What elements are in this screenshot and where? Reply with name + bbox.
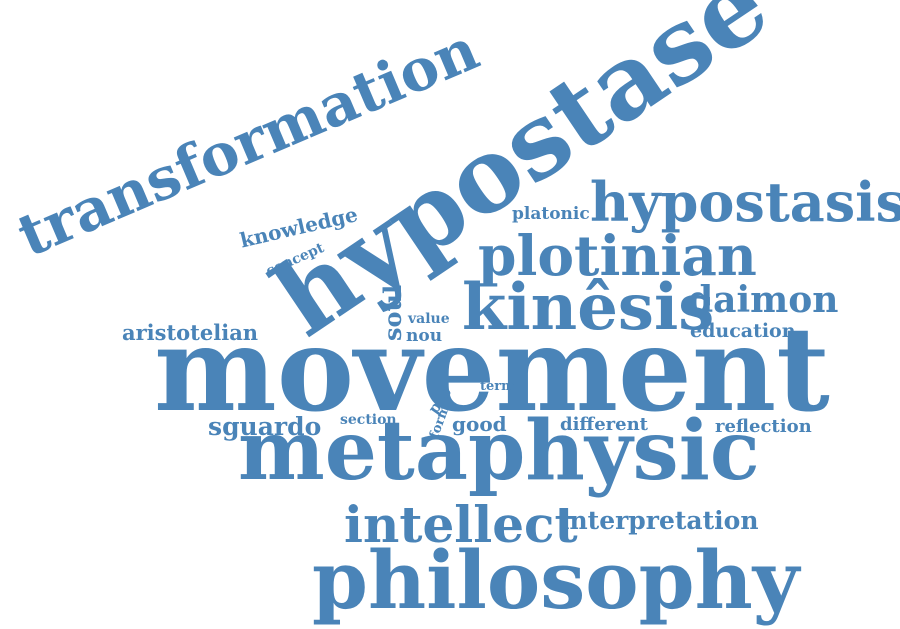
- word-education: education: [690, 320, 796, 342]
- word-aristotelian: aristotelian: [122, 320, 259, 345]
- word-platonic: platonic: [512, 204, 590, 224]
- word-metaphysic: metaphysic: [238, 403, 760, 499]
- word-intellect: intellect: [344, 495, 578, 554]
- word-kinesis: kinêsis: [462, 270, 715, 345]
- word-reflection: reflection: [715, 416, 812, 437]
- word-term: term: [480, 379, 515, 394]
- word-section: section: [340, 412, 397, 428]
- word-sguardo: sguardo: [208, 412, 322, 441]
- word-value: value: [408, 311, 450, 327]
- word-movement: movement: [154, 302, 830, 438]
- word-philosophy: philosophy: [312, 533, 800, 627]
- word-hypostasis: hypostasis: [590, 170, 900, 234]
- word-nou: nou: [406, 326, 443, 346]
- word-daimon: daimon: [688, 279, 839, 321]
- word-different: different: [560, 414, 648, 435]
- word-interpretation: interpretation: [560, 506, 759, 535]
- word-plotinian: plotinian: [478, 223, 757, 288]
- word-good: good: [452, 412, 507, 436]
